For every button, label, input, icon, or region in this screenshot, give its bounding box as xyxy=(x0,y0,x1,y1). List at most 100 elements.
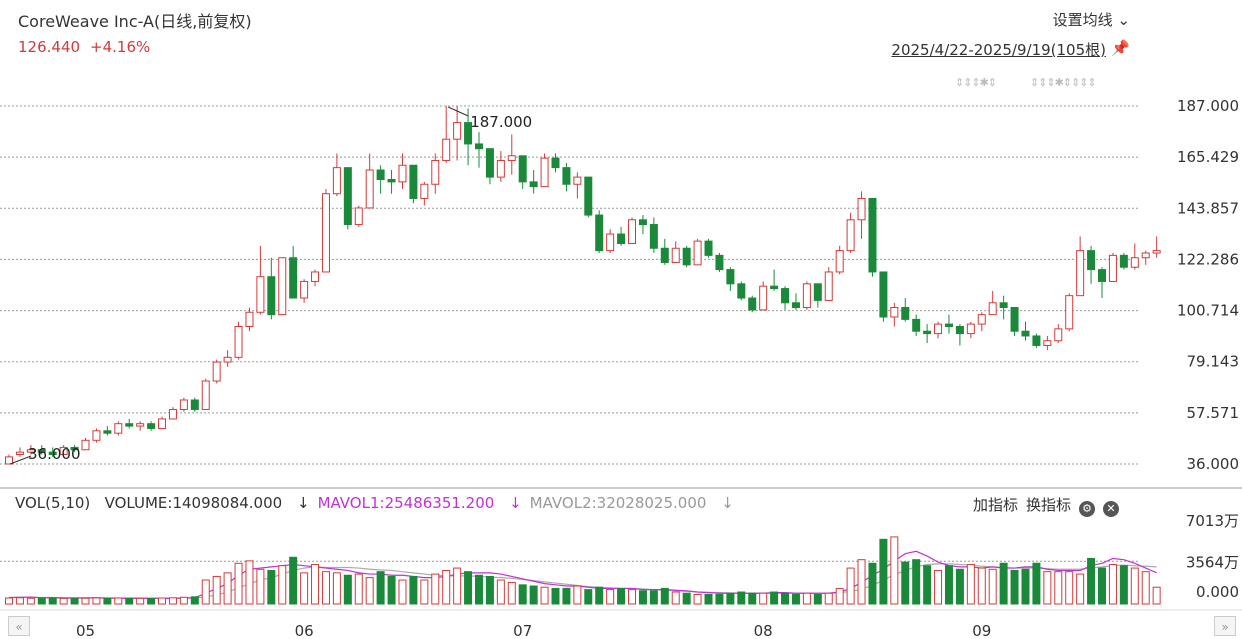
volume-bar xyxy=(278,565,287,605)
add-indicator-button[interactable]: 加指标 xyxy=(973,496,1019,514)
candle-body xyxy=(26,449,35,453)
candle-body xyxy=(868,197,877,273)
volume-bar xyxy=(813,593,822,605)
volume-bar xyxy=(682,592,691,605)
price-tick-label: 36.000 xyxy=(1187,455,1240,473)
volume-bar xyxy=(715,593,724,605)
candle-body xyxy=(912,318,921,332)
candle-body xyxy=(223,356,232,363)
price-tick-label: 57.571 xyxy=(1187,404,1240,422)
change-percent: +4.16% xyxy=(90,38,151,56)
candle-body xyxy=(1141,252,1150,259)
price-summary: 126.440 +4.16% xyxy=(18,38,160,56)
candle-body xyxy=(540,157,549,188)
candle-body xyxy=(923,330,932,335)
gear-icon[interactable]: ⚙ xyxy=(1079,501,1096,517)
candle-body xyxy=(365,169,374,209)
volume-bar xyxy=(1130,567,1139,605)
volume-bar xyxy=(168,597,177,605)
volume-bar xyxy=(638,590,647,605)
ma-setting-button[interactable]: 设置均线 ⌄ xyxy=(1053,9,1130,30)
candle-body xyxy=(944,323,953,327)
candle-body xyxy=(715,254,724,271)
candle-body xyxy=(420,183,429,199)
volume-bar xyxy=(802,592,811,605)
candle-body xyxy=(321,193,330,273)
volume-bar xyxy=(289,556,298,605)
candle-body xyxy=(431,160,440,185)
candle-body xyxy=(354,207,363,226)
volume-bar xyxy=(485,575,494,605)
scroll-right-button[interactable]: » xyxy=(1214,616,1236,636)
volume-bar xyxy=(901,561,910,605)
volume-bar xyxy=(474,574,483,605)
volume-bar xyxy=(606,589,615,605)
volume-bar xyxy=(857,559,866,605)
candle-body xyxy=(245,311,254,327)
volume-bar xyxy=(1010,569,1019,605)
last-price: 126.440 xyxy=(18,38,81,56)
x-axis-label: 08 xyxy=(754,622,773,639)
pin-icon[interactable]: 📌 xyxy=(1111,39,1130,57)
candle-body xyxy=(507,155,516,162)
candle-body xyxy=(300,280,309,299)
volume-bar xyxy=(37,597,46,605)
candle-body xyxy=(628,219,637,245)
candle-body xyxy=(59,446,68,456)
scroll-left-button[interactable]: « xyxy=(8,616,30,636)
switch-indicator-button[interactable]: 换指标 xyxy=(1026,496,1072,514)
candle-body xyxy=(103,430,112,434)
volume-bar xyxy=(1087,557,1096,605)
volume-bar xyxy=(190,596,199,605)
volume-bar xyxy=(660,587,669,605)
candle-body xyxy=(802,283,811,309)
volume-bar xyxy=(988,568,997,605)
candle-body xyxy=(267,276,276,316)
volume-bar xyxy=(26,597,35,605)
candle-body xyxy=(15,451,24,456)
candle-body xyxy=(332,167,341,195)
candle-body xyxy=(606,233,615,252)
candle-body xyxy=(278,257,287,316)
volume-bar xyxy=(81,597,90,605)
candle-body xyxy=(934,323,943,335)
vol-label: VOL(5,10) xyxy=(15,494,91,512)
volume-bar xyxy=(693,593,702,605)
candle-body xyxy=(813,283,822,301)
date-range[interactable]: 2025/4/22-2025/9/19(105根) xyxy=(891,41,1106,59)
candle-body xyxy=(179,399,188,410)
volume-bar xyxy=(617,587,626,605)
candle-body xyxy=(901,307,910,320)
volume-bar xyxy=(628,589,637,605)
close-icon[interactable]: ✕ xyxy=(1103,501,1120,517)
candle-body xyxy=(671,247,680,263)
candle-body xyxy=(1010,307,1019,332)
volume-bar xyxy=(15,597,24,605)
candle-body xyxy=(573,176,582,185)
candle-body xyxy=(1021,330,1030,337)
candle-body xyxy=(376,169,385,180)
volume-bar xyxy=(136,597,145,605)
price-tick-label: 143.857 xyxy=(1177,199,1239,217)
candle-body xyxy=(518,155,527,183)
candle-body xyxy=(311,271,320,282)
candle-body xyxy=(791,302,800,309)
high-annotation: 187.000 xyxy=(470,113,532,131)
volume-bar xyxy=(179,596,188,605)
indicator-marks-group-2: ⇕⇕⇕✱⇕⇕⇕⇕ xyxy=(1030,76,1097,89)
candle-body xyxy=(190,399,199,410)
volume-bar xyxy=(267,569,276,605)
x-axis-label: 09 xyxy=(972,622,991,639)
candle-body xyxy=(759,285,768,311)
candle-body xyxy=(81,439,90,451)
candle-body xyxy=(966,323,975,335)
candle-body xyxy=(617,233,626,245)
candle-body xyxy=(147,423,156,429)
volume-bar xyxy=(781,592,790,605)
candle-body xyxy=(256,276,265,313)
high-pointer-arrow xyxy=(447,106,469,117)
candle-body xyxy=(343,167,352,226)
volume-bar xyxy=(365,577,374,605)
candle-body xyxy=(638,219,647,226)
